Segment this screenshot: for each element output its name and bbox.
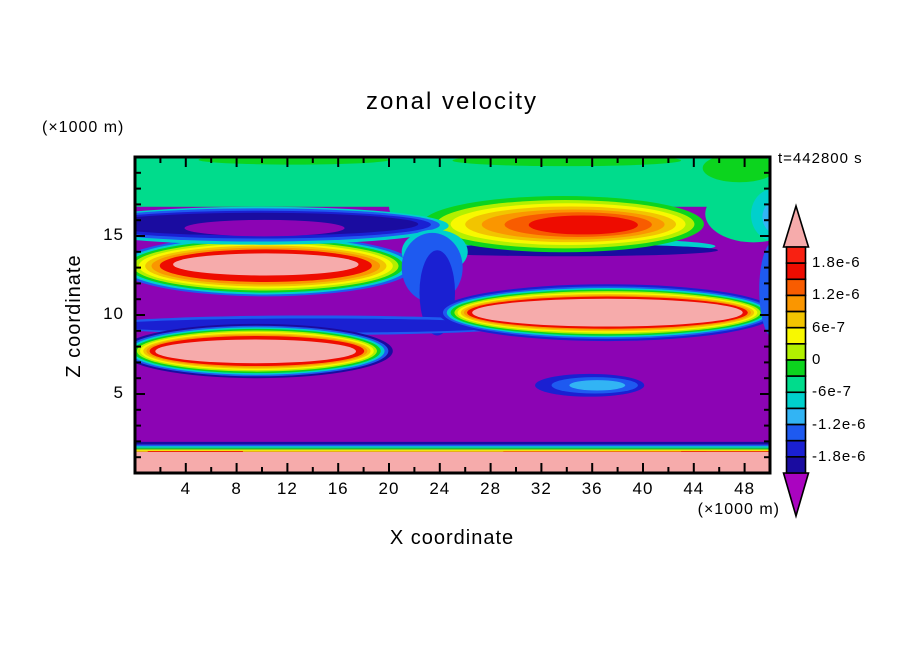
- y-axis-units: (×1000 m): [42, 119, 125, 136]
- x-tick-label: 20: [378, 479, 400, 498]
- contour-right-mint-wedge: [705, 185, 770, 243]
- colorbar-box: [785, 423, 807, 442]
- x-tick-label: 8: [231, 479, 242, 498]
- contour-top-wisp-corner: [702, 157, 770, 183]
- colorbar-box: [785, 391, 807, 410]
- colorbar-label: 0: [812, 351, 822, 368]
- x-axis-label: X coordinate: [389, 527, 515, 549]
- contour-bottom-red-dash-right: [681, 451, 770, 453]
- x-tick-label: 32: [530, 479, 552, 498]
- colorbar-box: [785, 326, 807, 345]
- contour-bottom-red-dash-left: [147, 451, 243, 453]
- z-tick-label: 5: [113, 383, 124, 402]
- timestamp: t=442800 s: [778, 150, 863, 167]
- contour-lower-left-warm-ellipse-pinkcore: [155, 339, 356, 364]
- contour-bottom-band-blue: [135, 444, 770, 447]
- colorbar-box: [785, 343, 807, 361]
- colorbar-label: 1.8e-6: [812, 254, 861, 272]
- colorbar-label: 6e-7: [812, 318, 847, 336]
- page-title: zonal velocity: [365, 88, 539, 115]
- x-tick-label: 12: [276, 479, 298, 498]
- colorbar-box: [785, 407, 807, 426]
- colorbar-box: [785, 439, 807, 458]
- colorbar-box: [785, 262, 807, 281]
- contour-right-edge-blue-strip: [759, 242, 770, 337]
- colorbar-under-triangle: [782, 472, 810, 519]
- z-tick-label: 10: [103, 304, 124, 323]
- contour-mid-left-warm-ellipse-pinkcore: [173, 253, 359, 276]
- contour-bottom-orangered-dash-mid: [503, 451, 707, 453]
- x-tick-label: 16: [327, 479, 349, 498]
- colorbar-label: -6e-7: [812, 383, 853, 401]
- colorbar-box: [785, 359, 807, 377]
- contour-right-edge-sky-core: [762, 202, 770, 232]
- z-tick-label: 15: [103, 225, 124, 244]
- colorbar-label: -1.8e-6: [812, 447, 867, 465]
- x-tick-label: 28: [480, 479, 502, 498]
- contour-bottom-band-gold: [135, 451, 770, 452]
- contour-bottom-band-green: [135, 448, 770, 450]
- colorbar-box: [785, 375, 807, 394]
- contour-bottom-band-chartreuse: [135, 449, 770, 451]
- contour-top-wisp-left: [198, 157, 389, 165]
- contour-mid-right-warm-ellipse-pinkcore: [472, 298, 743, 327]
- x-tick-label: 48: [734, 479, 756, 498]
- colorbar-over-triangle: [782, 203, 810, 248]
- contour-upper-left-negative-band-purplecore: [184, 219, 345, 237]
- colorbar-box: [785, 278, 807, 297]
- contour-bottom-band-navy: [135, 441, 770, 445]
- x-tick-label: 44: [683, 479, 705, 498]
- colorbar-box: [785, 294, 807, 313]
- contour-small-negative-ellipse-cyancore: [569, 380, 626, 391]
- contour-upper-right-positive-blob-redcore: [528, 215, 638, 235]
- colorbar-box: [785, 310, 807, 329]
- contour-bottom-band-yellow: [135, 450, 770, 452]
- x-axis-units: (×1000 m): [697, 501, 780, 518]
- x-tick-label: 24: [429, 479, 451, 498]
- contour-bottom-band-cyan: [135, 446, 770, 448]
- colorbar-box: [785, 246, 807, 264]
- contour-right-edge-cyan-patch: [750, 188, 770, 241]
- contour-bottom-pink-layer: [135, 451, 770, 473]
- colorbar-label: 1.2e-6: [812, 286, 861, 304]
- contour-field: [135, 157, 770, 473]
- colorbar-box: [785, 456, 807, 474]
- contour-bottom-band-mint: [135, 447, 770, 449]
- x-tick-label: 40: [632, 479, 654, 498]
- x-tick-label: 36: [581, 479, 603, 498]
- colorbar-label: -1.2e-6: [812, 415, 867, 433]
- x-tick-label: 4: [180, 479, 192, 498]
